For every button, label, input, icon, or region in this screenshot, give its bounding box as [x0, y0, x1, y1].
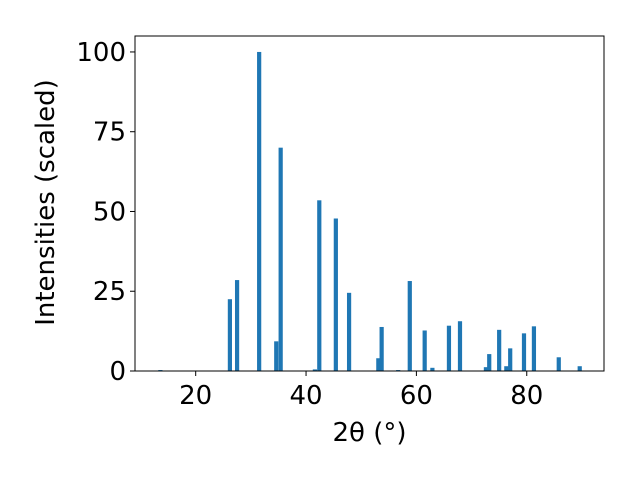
- bar: [508, 348, 513, 371]
- y-tick-label: 75: [93, 118, 126, 148]
- bar: [577, 366, 582, 371]
- bars-group: [158, 51, 582, 371]
- y-tick-label: 100: [76, 38, 126, 68]
- x-tick-label: 60: [400, 381, 433, 411]
- bar: [227, 299, 232, 371]
- y-tick-label: 0: [109, 357, 126, 387]
- bar: [521, 333, 527, 371]
- y-tick-label: 25: [93, 277, 126, 307]
- x-axis: 20 40 60 80: [179, 371, 543, 411]
- bar: [504, 366, 509, 371]
- bar: [312, 369, 317, 371]
- bar: [487, 354, 492, 371]
- bar: [346, 292, 352, 371]
- bar: [234, 280, 240, 371]
- bar: [497, 329, 502, 371]
- bar: [257, 51, 262, 371]
- bar: [317, 200, 322, 371]
- bar: [483, 367, 489, 371]
- bar: [446, 325, 452, 371]
- x-tick-label: 40: [290, 381, 323, 411]
- bar: [422, 330, 427, 371]
- bar: [278, 147, 283, 371]
- bar: [430, 367, 435, 371]
- x-tick-label: 20: [179, 381, 212, 411]
- x-axis-label: 2θ (°): [332, 418, 406, 448]
- bar: [333, 218, 338, 371]
- y-axis: 0 25 50 75 100: [76, 38, 135, 387]
- y-axis-label: Intensities (scaled): [31, 79, 61, 326]
- bar: [531, 326, 537, 371]
- bar: [376, 358, 381, 371]
- x-tick-label: 80: [510, 381, 543, 411]
- bar: [457, 321, 463, 371]
- bar: [274, 341, 279, 371]
- bar: [407, 281, 412, 371]
- bar: [556, 357, 561, 371]
- bar: [379, 326, 384, 371]
- plot-frame: [134, 35, 605, 372]
- y-tick-label: 50: [93, 197, 126, 227]
